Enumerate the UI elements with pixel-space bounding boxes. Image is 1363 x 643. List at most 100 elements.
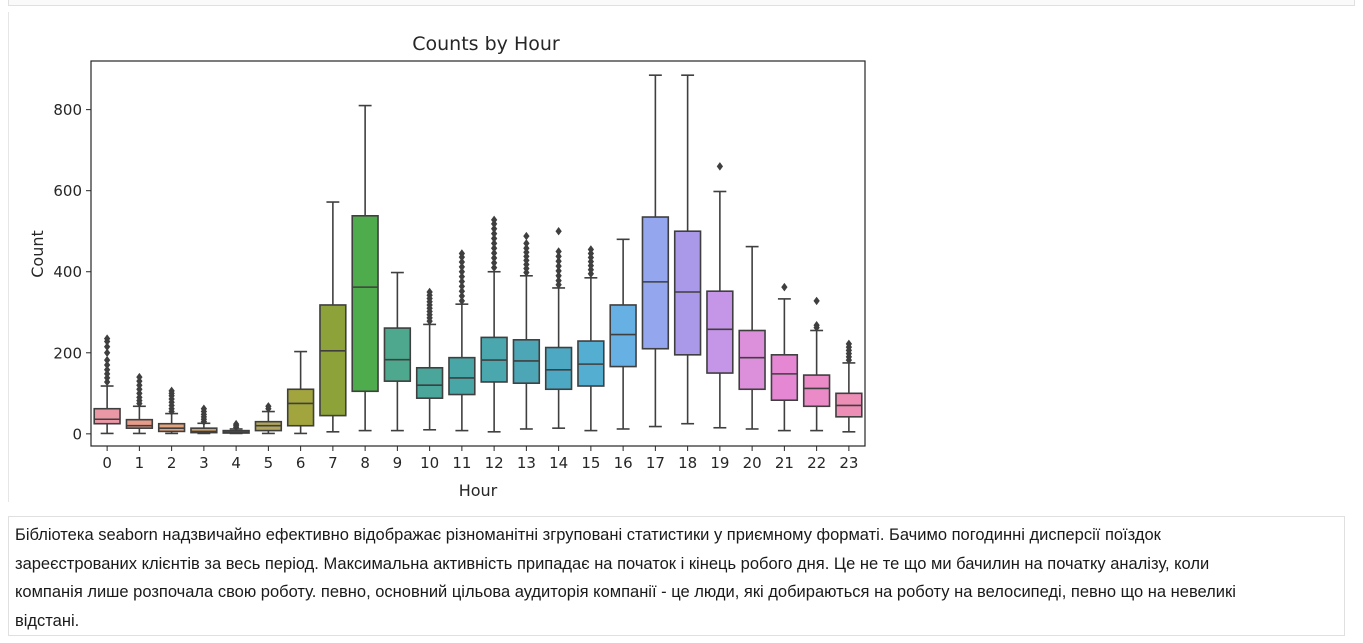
outlier-point — [813, 296, 820, 306]
plot-frame — [90, 60, 866, 447]
box — [770, 354, 799, 402]
outlier-point — [490, 248, 498, 258]
x-tick-label: 10 — [420, 454, 439, 472]
outlier-point — [813, 321, 820, 330]
box — [286, 388, 315, 427]
outlier-point — [555, 261, 562, 271]
outlier-point — [458, 291, 466, 301]
box — [706, 290, 734, 374]
outlier-point — [103, 355, 111, 365]
outlier-point — [103, 348, 111, 357]
box — [125, 418, 154, 429]
outlier-point — [458, 277, 466, 286]
cell-output: Counts by Hour 0 200 400 600 800 0 1 2 3 4 5 6 7 8 9 10… — [8, 12, 1354, 502]
x-tick-label: 1 — [135, 454, 145, 472]
box — [641, 216, 670, 350]
outlier-point — [490, 258, 498, 268]
outlier-point — [200, 404, 208, 413]
x-tick-label: 8 — [360, 454, 370, 472]
y-tick-label: 600 — [53, 182, 82, 200]
box — [351, 215, 379, 393]
outlier-point — [555, 276, 562, 285]
outlier-point — [490, 229, 498, 238]
outlier-point — [490, 263, 498, 272]
box — [448, 356, 476, 396]
outlier-point — [781, 282, 788, 292]
box — [609, 304, 637, 368]
y-tick-label: 400 — [53, 263, 82, 281]
outlier-point — [490, 234, 498, 243]
x-tick-label: 11 — [452, 454, 471, 472]
box — [190, 427, 218, 434]
x-tick-label: 23 — [839, 454, 858, 472]
x-tick-label: 15 — [581, 454, 600, 472]
x-tick-label: 20 — [743, 454, 762, 472]
markdown-line: зареєстрованих клієнтів за весь період. … — [15, 554, 1210, 573]
outlier-point — [490, 253, 498, 263]
outlier-point — [426, 287, 433, 297]
x-tick-label: 19 — [710, 454, 729, 472]
outlier-point — [136, 372, 143, 382]
outlier-point — [555, 252, 562, 261]
box — [544, 346, 573, 391]
x-tick-label: 16 — [614, 454, 633, 472]
y-tick-label: 200 — [53, 344, 82, 362]
box — [93, 407, 121, 425]
outlier-point — [555, 247, 562, 256]
outlier-point — [555, 266, 562, 276]
x-tick-label: 21 — [775, 454, 794, 472]
outlier-point — [555, 271, 562, 280]
markdown-cell: Бібліотека seaborn надзвичайно ефективно… — [8, 516, 1345, 636]
x-tick-label: 6 — [296, 454, 306, 472]
markdown-line: Бібліотека seaborn надзвичайно ефективно… — [15, 526, 1161, 544]
outlier-point — [458, 267, 466, 276]
outlier-point — [103, 342, 111, 351]
outlier-point — [523, 231, 530, 241]
x-tick-label: 13 — [517, 454, 536, 472]
x-axis-label: Hour — [459, 481, 498, 500]
outlier-point — [490, 239, 498, 248]
box — [802, 374, 831, 408]
outlier-point — [458, 282, 466, 291]
markdown-line: відстані. — [15, 611, 80, 630]
x-tick-label: 5 — [264, 454, 274, 472]
outlier-point — [103, 365, 111, 375]
outlier-point — [490, 244, 498, 253]
previous-cell-edge — [8, 0, 1355, 6]
outlier-point — [168, 386, 175, 396]
outlier-point — [232, 419, 240, 429]
outlier-point — [523, 239, 530, 248]
outlier-point — [523, 244, 530, 253]
box — [319, 304, 347, 417]
outlier-point — [458, 296, 466, 306]
x-tick-label: 22 — [807, 454, 826, 472]
x-tick-label: 9 — [393, 454, 403, 472]
x-tick-label: 12 — [485, 454, 504, 472]
box — [673, 230, 702, 356]
outlier-point — [555, 227, 562, 236]
outlier-point — [458, 272, 466, 281]
y-axis-label: Count — [28, 230, 47, 278]
x-tick-label: 7 — [328, 454, 338, 472]
outlier-point — [716, 162, 724, 171]
outlier-point — [458, 249, 466, 258]
outlier-point — [490, 215, 498, 225]
box — [738, 329, 766, 391]
outlier-point — [458, 286, 466, 296]
outlier-point — [555, 257, 562, 266]
x-tick-label: 14 — [549, 454, 568, 472]
outlier-point — [845, 339, 853, 349]
markdown-line: компанія лише розпочала свою роботу. пев… — [15, 583, 1236, 601]
box — [383, 327, 412, 382]
outlier-point — [458, 257, 466, 267]
chart-title: Counts by Hour — [412, 33, 560, 55]
x-tick-label: 17 — [646, 454, 665, 472]
x-tick-label: 18 — [678, 454, 697, 472]
x-tick-label: 4 — [231, 454, 241, 472]
outlier-point — [587, 245, 595, 254]
box — [415, 366, 444, 399]
outlier-point — [458, 262, 466, 272]
x-tick-label: 3 — [199, 454, 209, 472]
x-tick-label: 2 — [167, 454, 177, 472]
